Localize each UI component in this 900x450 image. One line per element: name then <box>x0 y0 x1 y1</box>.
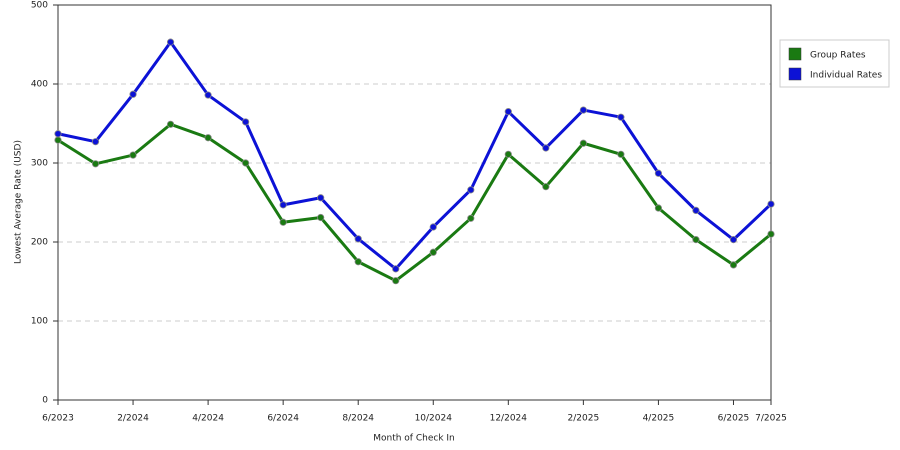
point <box>542 144 550 152</box>
point <box>579 106 587 114</box>
legend-label: Group Rates <box>810 51 866 61</box>
point <box>129 90 137 98</box>
legend-swatch <box>788 47 802 61</box>
point <box>729 261 738 269</box>
x-tick-label: 6/2024 <box>267 414 299 424</box>
x-tick-label: 6/2025 <box>718 414 750 424</box>
point <box>392 265 400 273</box>
point <box>166 120 175 128</box>
y-tick-label: 0 <box>42 396 48 406</box>
point <box>279 218 287 226</box>
x-tick-label: 12/2024 <box>490 414 528 424</box>
x-tick-label: 7/2025 <box>755 414 787 424</box>
y-axis-label: Lowest Average Rate (USD) <box>14 140 24 264</box>
x-tick-label: 2/2024 <box>117 414 149 424</box>
x-tick-label: 8/2024 <box>342 414 374 424</box>
point <box>654 169 663 177</box>
point <box>54 136 62 144</box>
point <box>729 236 738 244</box>
point <box>91 160 100 168</box>
x-tick-label: 6/2023 <box>42 414 74 424</box>
point <box>429 223 437 231</box>
series-line <box>57 40 773 271</box>
point <box>54 130 62 138</box>
point <box>504 150 512 158</box>
point <box>654 204 663 212</box>
point <box>317 213 325 222</box>
point <box>767 200 775 208</box>
plot-frame <box>57 4 772 401</box>
point <box>617 150 625 158</box>
point <box>242 159 250 167</box>
point <box>279 201 287 209</box>
series-line <box>57 122 772 283</box>
point <box>392 277 400 285</box>
point <box>467 214 475 222</box>
y-tick-label: 300 <box>31 159 48 169</box>
x-tick-label: 4/2024 <box>192 414 224 424</box>
x-tick-label: 4/2025 <box>643 414 675 424</box>
point <box>354 258 362 266</box>
point <box>504 108 512 116</box>
point <box>692 206 700 214</box>
point <box>617 113 625 121</box>
y-tick-label: 100 <box>31 317 48 327</box>
legend-label: Individual Rates <box>810 71 882 81</box>
x-tick-label: 2/2025 <box>568 414 600 424</box>
point <box>242 118 250 126</box>
x-tick-label: 10/2024 <box>415 414 453 424</box>
point <box>692 236 700 244</box>
y-tick-label: 200 <box>31 238 48 248</box>
point <box>429 248 437 256</box>
y-tick-label: 500 <box>31 1 48 11</box>
point <box>354 235 362 243</box>
point <box>166 38 175 46</box>
point <box>767 230 775 238</box>
y-tick-label: 400 <box>31 80 48 90</box>
point <box>317 194 325 202</box>
point <box>91 138 100 146</box>
point <box>467 186 475 194</box>
point <box>542 183 550 191</box>
x-axis-label: Month of Check In <box>373 434 455 444</box>
point <box>579 139 587 147</box>
legend-swatch <box>788 67 802 81</box>
point <box>204 134 212 142</box>
point <box>129 151 137 159</box>
point <box>204 91 212 99</box>
